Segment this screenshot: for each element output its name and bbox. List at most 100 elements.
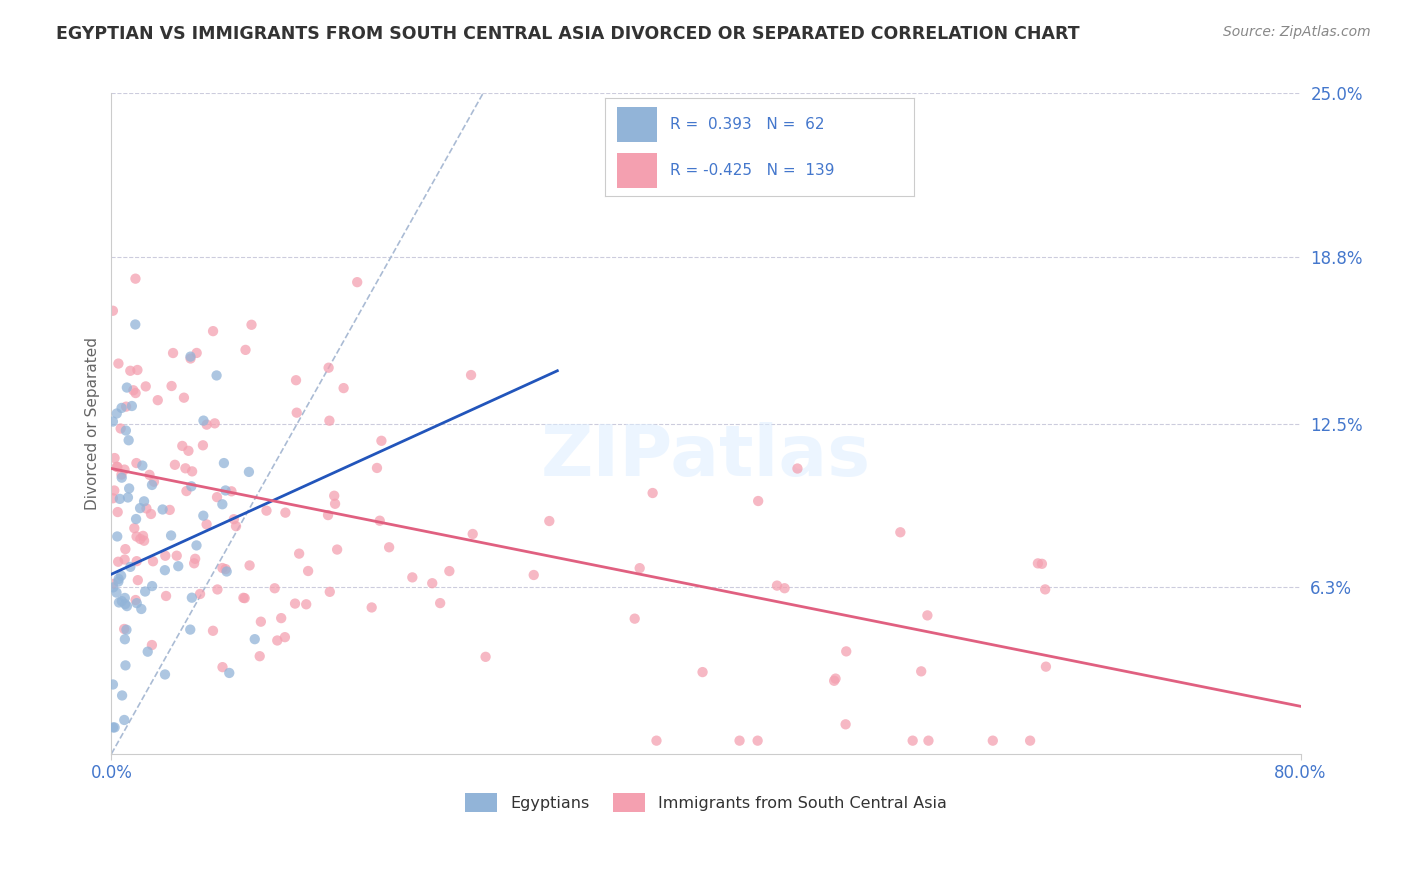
Point: [120, 364, 142, 378]
Point: [115, 380, 138, 394]
Point: [125, 529, 148, 543]
Point: [101, 577, 124, 591]
Point: [263, 581, 285, 595]
Point: [981, 733, 1004, 747]
Point: [270, 611, 292, 625]
Point: [141, 478, 163, 492]
Point: [332, 381, 354, 395]
Point: [155, 589, 177, 603]
Point: [323, 497, 346, 511]
Point: [136, 645, 159, 659]
Point: [117, 491, 139, 505]
Point: [127, 363, 149, 377]
FancyBboxPatch shape: [617, 153, 657, 188]
Point: [135, 501, 157, 516]
Point: [152, 502, 174, 516]
Point: [124, 521, 146, 535]
Point: [115, 400, 138, 414]
Point: [104, 451, 127, 466]
Point: [180, 591, 202, 605]
Point: [125, 456, 148, 470]
Point: [238, 465, 260, 479]
Point: [460, 368, 482, 382]
Point: [474, 649, 496, 664]
Point: [1031, 557, 1053, 571]
Point: [135, 379, 157, 393]
Point: [112, 713, 135, 727]
Point: [129, 501, 152, 516]
Point: [107, 357, 129, 371]
Point: [240, 318, 263, 332]
Point: [180, 479, 202, 493]
Point: [162, 346, 184, 360]
Point: [114, 591, 136, 605]
Point: [105, 585, 128, 599]
Point: [274, 506, 297, 520]
Point: [212, 456, 235, 470]
Point: [131, 458, 153, 473]
Point: [318, 360, 340, 375]
Point: [108, 595, 131, 609]
Point: [623, 612, 645, 626]
Point: [163, 458, 186, 472]
Text: R =  0.393   N =  62: R = 0.393 N = 62: [669, 117, 824, 132]
Point: [901, 733, 924, 747]
Point: [107, 574, 129, 589]
Point: [728, 733, 751, 747]
Point: [139, 507, 162, 521]
Point: [256, 503, 278, 517]
Point: [195, 517, 218, 532]
Point: [346, 275, 368, 289]
Point: [368, 514, 391, 528]
Point: [378, 541, 401, 555]
Point: [628, 561, 651, 575]
Point: [174, 461, 197, 475]
Point: [288, 547, 311, 561]
Point: [101, 491, 124, 506]
Point: [243, 632, 266, 647]
Text: ZIPatlas: ZIPatlas: [541, 422, 872, 491]
Point: [214, 483, 236, 498]
Point: [180, 351, 202, 366]
Point: [114, 632, 136, 647]
Point: [420, 576, 443, 591]
Point: [155, 549, 177, 563]
Point: [205, 490, 228, 504]
Point: [523, 568, 546, 582]
Point: [107, 459, 129, 474]
Point: [370, 434, 392, 448]
Point: [297, 564, 319, 578]
Point: [121, 399, 143, 413]
Point: [250, 615, 273, 629]
Text: R = -0.425   N =  139: R = -0.425 N = 139: [669, 163, 834, 178]
Point: [172, 439, 194, 453]
Point: [249, 649, 271, 664]
Point: [835, 644, 858, 658]
Point: [146, 393, 169, 408]
Point: [101, 677, 124, 691]
Point: [786, 461, 808, 475]
Legend: Egyptians, Immigrants from South Central Asia: Egyptians, Immigrants from South Central…: [465, 794, 946, 812]
Point: [103, 483, 125, 498]
Point: [201, 624, 224, 638]
Point: [295, 597, 318, 611]
Point: [105, 529, 128, 543]
Point: [104, 721, 127, 735]
Text: EGYPTIAN VS IMMIGRANTS FROM SOUTH CENTRAL ASIA DIVORCED OR SEPARATED CORRELATION: EGYPTIAN VS IMMIGRANTS FROM SOUTH CENTRA…: [56, 25, 1080, 43]
Point: [110, 467, 132, 482]
FancyBboxPatch shape: [617, 107, 657, 142]
Point: [111, 689, 134, 703]
Point: [239, 558, 262, 573]
Point: [110, 421, 132, 435]
Point: [111, 594, 134, 608]
Point: [122, 384, 145, 398]
Point: [232, 591, 254, 605]
Point: [218, 665, 240, 680]
Point: [211, 660, 233, 674]
Point: [167, 559, 190, 574]
Point: [179, 623, 201, 637]
Point: [132, 494, 155, 508]
Point: [360, 600, 382, 615]
Point: [127, 573, 149, 587]
Point: [177, 443, 200, 458]
